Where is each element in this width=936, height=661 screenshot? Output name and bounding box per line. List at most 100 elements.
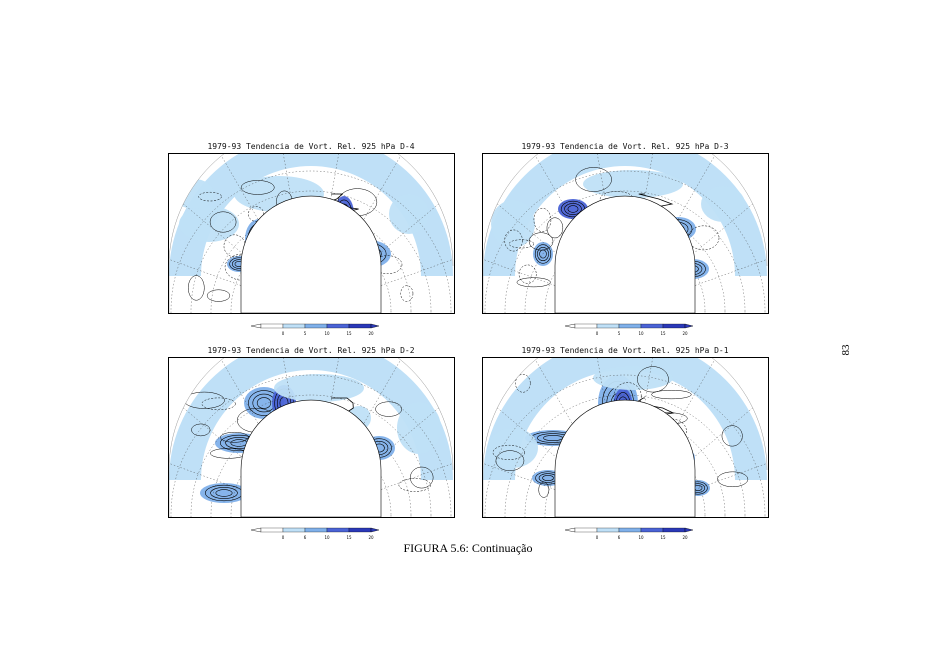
contour-line [537,246,549,262]
polar-map [168,153,455,314]
vorticity-tendency-map [169,154,454,313]
vorticity-tendency-map [483,154,768,313]
colorbar-tick-label: 10 [324,535,330,540]
colorbar-tick-label: 10 [324,331,330,336]
vorticity-tendency-map [169,358,454,517]
colorbar-segment [662,527,686,533]
outer-ring-fill [169,154,453,276]
colorbar-segment [348,323,372,329]
contour-line [201,397,236,410]
colorbar-tick-label: 20 [368,331,374,336]
pole-cap [240,195,382,313]
latitude-circle [170,170,452,313]
shaded-region [701,186,745,222]
colorbar-arrow-right [370,527,380,533]
contour-line [375,401,403,417]
colorbar: 0 6 10 15 20 [564,527,694,540]
colorbar-segment [304,323,328,329]
shaded-region [533,242,553,266]
figure-caption: FIGURA 5.6: Continuação [403,541,533,555]
panel-title: 1979-93 Tendencia de Vort. Rel. 925 hPa … [521,346,729,355]
shaded-region [389,194,429,234]
contour-line [248,206,264,222]
meridian-line [671,235,767,295]
colorbar-arrow-right [370,323,380,329]
colorbar-segment [618,527,642,533]
shaded-region [488,428,538,468]
contour-line [717,471,749,488]
contour-line [372,255,403,274]
contour-line [210,487,238,499]
latitude-circle [170,374,452,517]
colorbar-arrow-right [684,527,694,533]
colorbar-tick-label: 0 [596,535,599,540]
panel-title: 1979-93 Tendencia de Vort. Rel. 925 hPa … [521,142,729,151]
meridian-line [169,439,265,499]
colorbar: 0 5 10 15 20 [564,323,694,336]
contour-line [528,232,554,251]
contour-line [256,397,272,409]
colorbar-tick-label: 15 [346,331,352,336]
contour-line [533,207,552,232]
map-boundary [483,154,768,313]
latitude-circle [544,230,706,313]
pole-cap [554,399,696,517]
shaded-region [491,200,535,248]
contour-line [492,444,525,460]
meridian-line [357,235,453,295]
colorbar-tick-label: 6 [618,535,621,540]
contour-line [637,366,669,393]
panel-title: 1979-93 Tendencia de Vort. Rel. 925 hPa … [207,346,415,355]
outer-ring-fill [483,358,767,480]
contour-line [198,191,222,202]
contour-line [687,225,720,251]
colorbar-tick-label: 20 [368,535,374,540]
colorbar-tick-label: 0 [282,535,285,540]
colorbar-tick-label: 5 [618,331,621,336]
colorbar-tick-label: 15 [660,535,666,540]
map-boundary [169,358,454,517]
colorbar-tick-label: 6 [304,535,307,540]
colorbar-segment [260,323,284,329]
colorbar: 0 5 10 15 20 [250,323,380,336]
contour-line [400,285,414,302]
colorbar-arrow-left [564,527,576,533]
latitude-circle [504,190,746,313]
shaded-region [274,374,364,402]
colorbar-arrow-right [684,323,694,329]
colorbar-tick-label: 15 [346,535,352,540]
latitude-circle [484,374,766,517]
colorbar-tick-label: 10 [638,535,644,540]
colorbar-arrow-left [564,323,576,329]
contour-line [546,217,564,239]
polar-map [168,357,455,518]
colorbar-arrow-left [250,323,262,329]
meridian-line [483,235,579,295]
colorbar-segment [304,527,328,533]
colorbar-segment [282,323,306,329]
pole-cap [554,195,696,313]
outer-ring-fill [483,154,767,276]
colorbar-segment [326,323,350,329]
colorbar-segment [574,527,598,533]
contour-line [191,423,211,437]
colorbar-tick-label: 10 [638,331,644,336]
contour-line [564,203,582,215]
contour-line [508,239,535,249]
colorbar-arrow-left [250,527,262,533]
contour-line [534,244,552,264]
outer-ring-fill [169,358,453,480]
colorbar-segment [348,527,372,533]
colorbar-tick-label: 5 [304,331,307,336]
contour-line [209,211,237,233]
colorbar-segment [574,323,598,329]
colorbar-segment [618,323,642,329]
colorbar-segment [260,527,284,533]
contour-line [504,229,523,252]
contour-line [651,389,692,400]
meridian-line [357,439,453,499]
polar-map [482,153,769,314]
contour-line [215,489,233,497]
shaded-region [174,179,214,209]
polar-map [482,357,769,518]
